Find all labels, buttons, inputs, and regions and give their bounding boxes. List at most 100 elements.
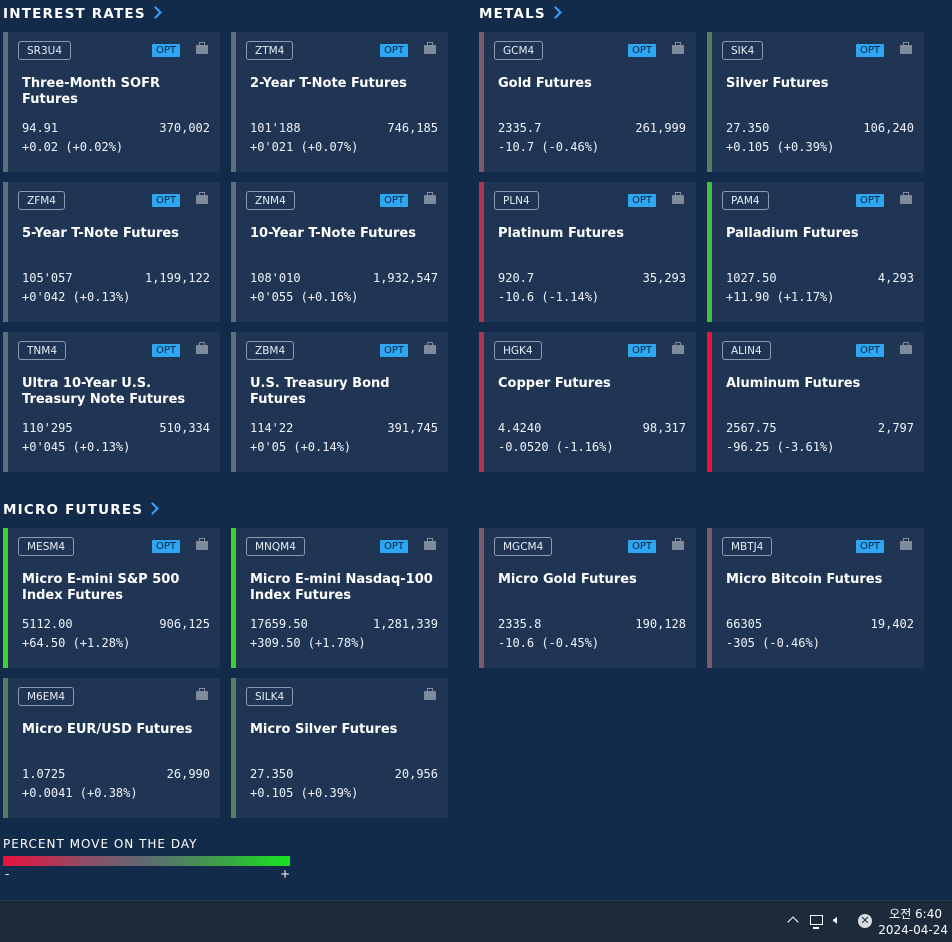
briefcase-icon[interactable]	[196, 688, 208, 700]
symbol-badge[interactable]: MGCM4	[494, 537, 553, 556]
last-price: 27.350	[726, 121, 770, 135]
legend-title: PERCENT MOVE ON THE DAY	[3, 837, 198, 851]
notification-close-icon[interactable]: ✕	[858, 914, 872, 928]
symbol-badge[interactable]: ZTM4	[246, 41, 294, 60]
symbol-badge[interactable]: MNQM4	[246, 537, 305, 556]
symbol-badge[interactable]: ZNM4	[246, 191, 295, 210]
briefcase-icon[interactable]	[196, 538, 208, 550]
options-badge[interactable]: OPT	[855, 540, 884, 553]
options-badge[interactable]: OPT	[627, 344, 656, 357]
symbol-badge[interactable]: SR3U4	[18, 41, 72, 60]
options-badge[interactable]: OPT	[627, 44, 656, 57]
speaker-icon[interactable]: 🔈︎	[833, 913, 841, 928]
briefcase-icon[interactable]	[672, 538, 684, 550]
section-interest-rates-label: INTEREST RATES	[3, 6, 146, 22]
chevron-right-icon	[548, 6, 562, 19]
futures-card-mnqm4[interactable]: MNQM4 OPT Micro E-mini Nasdaq-100 Index Fu…	[231, 528, 448, 668]
futures-card-silk4[interactable]: SILK4 Micro Silver Futures 27.350 20,956 +0.…	[231, 678, 448, 818]
futures-card-pln4[interactable]: PLN4 OPT Platinum Futures 920.7 35,293 -10.6 …	[479, 182, 696, 322]
briefcase-icon[interactable]	[196, 42, 208, 54]
section-micro-futures-label: MICRO FUTURES	[3, 502, 144, 518]
options-badge[interactable]: OPT	[379, 344, 408, 357]
briefcase-icon[interactable]	[672, 192, 684, 204]
briefcase-icon[interactable]	[672, 342, 684, 354]
symbol-badge[interactable]: SILK4	[246, 687, 294, 706]
symbol-badge[interactable]: TNM4	[18, 341, 67, 360]
futures-card-ztm4[interactable]: ZTM4 OPT 2-Year T-Note Futures 101'188 746,1…	[231, 32, 448, 172]
symbol-badge[interactable]: SIK4	[722, 41, 764, 60]
futures-card-m6em4[interactable]: M6EM4 Micro EUR/USD Futures 1.0725 26,990 +0…	[3, 678, 220, 818]
symbol-badge[interactable]: PLN4	[494, 191, 539, 210]
futures-card-zbm4[interactable]: ZBM4 OPT U.S. Treasury Bond Futures 114'22 3…	[231, 332, 448, 472]
briefcase-icon[interactable]	[900, 342, 912, 354]
options-badge[interactable]: OPT	[151, 44, 180, 57]
last-price: 108'010	[250, 271, 301, 285]
price-change: +0'05 (+0.14%)	[250, 440, 352, 454]
price-change: +0.02 (+0.02%)	[22, 140, 124, 154]
options-badge[interactable]: OPT	[151, 540, 180, 553]
futures-card-alin4[interactable]: ALIN4 OPT Aluminum Futures 2567.75 2,797 -96.…	[707, 332, 924, 472]
symbol-badge[interactable]: MESM4	[18, 537, 75, 556]
network-icon[interactable]	[810, 915, 823, 929]
futures-card-hgk4[interactable]: HGK4 OPT Copper Futures 4.4240 98,317 -0.0520…	[479, 332, 696, 472]
futures-card-znm4[interactable]: ZNM4 OPT 10-Year T-Note Futures 108'010 1,93…	[231, 182, 448, 322]
briefcase-icon[interactable]	[900, 192, 912, 204]
symbol-badge[interactable]: ALIN4	[722, 341, 771, 360]
briefcase-icon[interactable]	[424, 688, 436, 700]
futures-card-sik4[interactable]: SIK4 OPT Silver Futures 27.350 106,240 +0.105…	[707, 32, 924, 172]
contract-name: Aluminum Futures	[726, 376, 861, 391]
symbol-badge[interactable]: ZBM4	[246, 341, 295, 360]
options-badge[interactable]: OPT	[151, 344, 180, 357]
futures-card-pam4[interactable]: PAM4 OPT Palladium Futures 1027.50 4,293 +11.…	[707, 182, 924, 322]
symbol-badge[interactable]: M6EM4	[18, 687, 75, 706]
symbol-badge[interactable]: HGK4	[494, 341, 542, 360]
section-metals[interactable]: METALS	[479, 6, 562, 22]
volume: 26,990	[166, 767, 210, 781]
options-badge[interactable]: OPT	[627, 194, 656, 207]
section-micro-futures[interactable]: MICRO FUTURES	[3, 502, 160, 518]
show-hidden-icons-chevron-icon[interactable]	[787, 916, 799, 928]
briefcase-icon[interactable]	[672, 42, 684, 54]
options-badge[interactable]: OPT	[379, 44, 408, 57]
options-badge[interactable]: OPT	[151, 194, 180, 207]
volume: 98,317	[642, 421, 686, 435]
symbol-badge[interactable]: MBTJ4	[722, 537, 773, 556]
last-price: 920.7	[498, 271, 535, 285]
futures-card-tnm4[interactable]: TNM4 OPT Ultra 10-Year U.S. Treasury Note …	[3, 332, 220, 472]
briefcase-icon[interactable]	[196, 192, 208, 204]
price-change: -10.7 (-0.46%)	[498, 140, 600, 154]
contract-name: Three-Month SOFR Futures	[22, 76, 160, 107]
futures-card-mesm4[interactable]: MESM4 OPT Micro E-mini S&P 500 Index Futur…	[3, 528, 220, 668]
options-badge[interactable]: OPT	[855, 194, 884, 207]
futures-card-mgcm4[interactable]: MGCM4 OPT Micro Gold Futures 2335.8 190,128 -…	[479, 528, 696, 668]
futures-card-gcm4[interactable]: GCM4 OPT Gold Futures 2335.7 261,999 -10.7 (-…	[479, 32, 696, 172]
options-badge[interactable]: OPT	[379, 540, 408, 553]
briefcase-icon[interactable]	[424, 192, 436, 204]
symbol-badge[interactable]: GCM4	[494, 41, 544, 60]
briefcase-icon[interactable]	[424, 42, 436, 54]
briefcase-icon[interactable]	[900, 42, 912, 54]
futures-card-sr3u4[interactable]: SR3U4 OPT Three-Month SOFR Futures 94.91 370…	[3, 32, 220, 172]
volume: 1,199,122	[144, 271, 210, 285]
price-change: +11.90 (+1.17%)	[726, 290, 835, 304]
last-price: 17659.50	[250, 617, 308, 631]
symbol-badge[interactable]: PAM4	[722, 191, 769, 210]
options-badge[interactable]: OPT	[627, 540, 656, 553]
options-badge[interactable]: OPT	[379, 194, 408, 207]
options-badge[interactable]: OPT	[855, 344, 884, 357]
options-badge[interactable]: OPT	[855, 44, 884, 57]
briefcase-icon[interactable]	[196, 342, 208, 354]
briefcase-icon[interactable]	[424, 342, 436, 354]
clock-date[interactable]: 2024-04-24	[878, 923, 948, 937]
contract-name: Gold Futures	[498, 76, 592, 91]
last-price: 2335.7	[498, 121, 542, 135]
futures-card-zfm4[interactable]: ZFM4 OPT 5-Year T-Note Futures 105'057 1,199…	[3, 182, 220, 322]
briefcase-icon[interactable]	[424, 538, 436, 550]
price-change: +64.50 (+1.28%)	[22, 636, 131, 650]
symbol-badge[interactable]: ZFM4	[18, 191, 65, 210]
last-price: 110'295	[22, 421, 73, 435]
futures-card-mbtj4[interactable]: MBTJ4 OPT Micro Bitcoin Futures 66305 19,402…	[707, 528, 924, 668]
clock-time[interactable]: 오전 6:40	[889, 907, 942, 921]
briefcase-icon[interactable]	[900, 538, 912, 550]
section-interest-rates[interactable]: INTEREST RATES	[3, 6, 162, 22]
